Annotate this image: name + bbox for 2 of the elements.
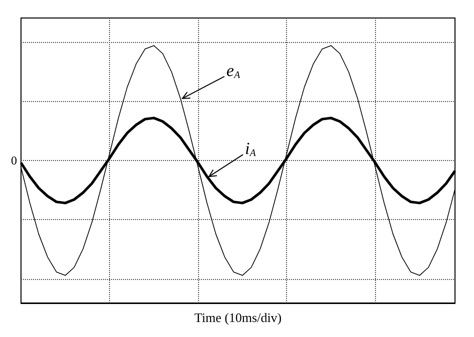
text: 0 [11,154,17,168]
x-axis-title: Time (10ms/div) [194,310,282,325]
